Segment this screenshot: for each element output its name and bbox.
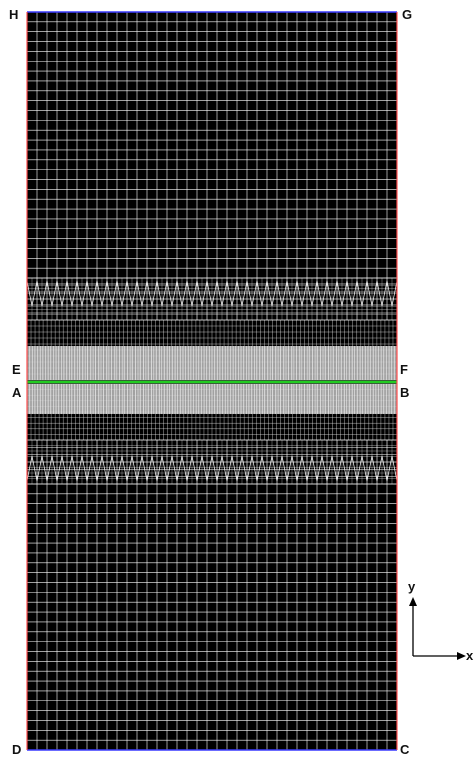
corner-label-a: A bbox=[12, 385, 22, 400]
axis-indicator bbox=[409, 597, 466, 660]
dense-band-upper bbox=[26, 319, 398, 381]
y-axis-label: y bbox=[408, 579, 416, 594]
corner-label-h: H bbox=[9, 7, 19, 22]
x-arrowhead-icon bbox=[457, 652, 466, 660]
corner-label-c: C bbox=[400, 742, 410, 757]
corner-label-b: B bbox=[400, 385, 410, 400]
coarse-mesh-lower bbox=[26, 483, 398, 751]
corner-label-g: G bbox=[402, 7, 413, 22]
y-arrowhead-icon bbox=[409, 597, 417, 606]
corner-label-f: F bbox=[400, 362, 408, 377]
transition-mesh-upper bbox=[26, 277, 398, 321]
corner-label-e: E bbox=[12, 362, 21, 377]
dense-band-lower bbox=[26, 383, 398, 441]
x-axis-label: x bbox=[466, 648, 474, 663]
corner-label-d: D bbox=[12, 742, 22, 757]
coarse-mesh-upper bbox=[26, 11, 398, 279]
